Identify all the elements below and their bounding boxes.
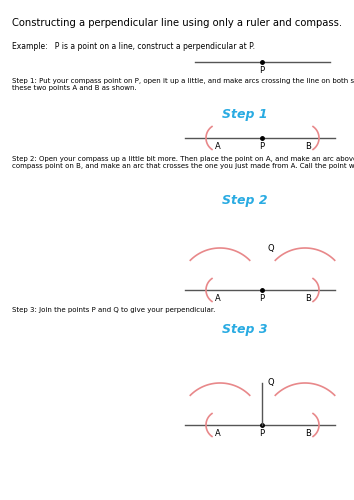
Text: B: B xyxy=(305,429,311,438)
Text: Q: Q xyxy=(267,378,274,388)
Text: A: A xyxy=(215,142,221,151)
Text: Constructing a perpendicular line using only a ruler and compass.: Constructing a perpendicular line using … xyxy=(12,18,342,28)
Text: P: P xyxy=(259,294,264,303)
Text: B: B xyxy=(305,142,311,151)
Text: P: P xyxy=(259,66,264,75)
Text: Step 1: Step 1 xyxy=(222,108,268,121)
Text: P: P xyxy=(259,142,264,151)
Text: Step 3: Join the points P and Q to give your perpendicular.: Step 3: Join the points P and Q to give … xyxy=(12,307,215,313)
Text: Step 2: Step 2 xyxy=(222,194,268,207)
Text: Example:   P is a point on a line, construct a perpendicular at P.: Example: P is a point on a line, constru… xyxy=(12,42,255,51)
Text: Q: Q xyxy=(267,244,274,252)
Text: Step 1: Put your compass point on P, open it up a little, and make arcs crossing: Step 1: Put your compass point on P, ope… xyxy=(12,78,354,91)
Text: Step 2: Open your compass up a little bit more. Then place the point on A, and m: Step 2: Open your compass up a little bi… xyxy=(12,156,354,169)
Text: Step 3: Step 3 xyxy=(222,323,268,336)
Text: A: A xyxy=(215,294,221,303)
Text: A: A xyxy=(215,429,221,438)
Text: B: B xyxy=(305,294,311,303)
Text: P: P xyxy=(259,429,264,438)
